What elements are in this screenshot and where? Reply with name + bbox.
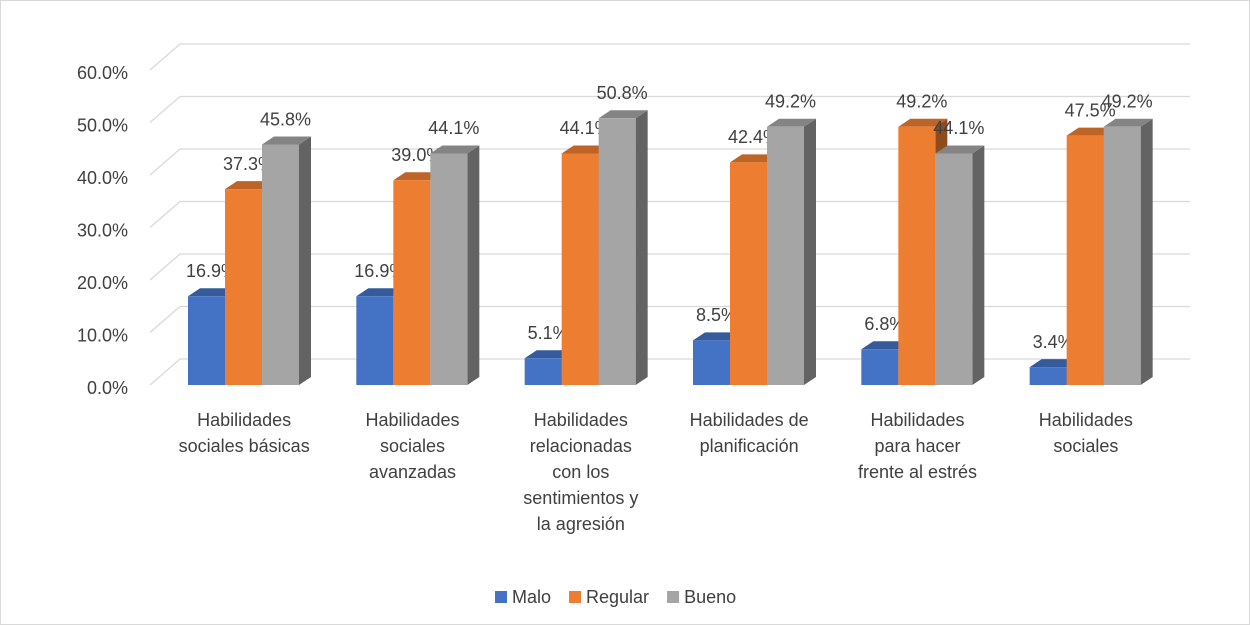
bar-face (188, 288, 237, 297)
bar-face (393, 172, 443, 181)
data-label: 44.1% (933, 118, 984, 138)
data-label: 49.2% (765, 91, 816, 111)
data-label: 8.5% (696, 305, 737, 325)
bar-face (561, 145, 611, 154)
bar-face (598, 118, 636, 386)
x-tick-label: Habilidades relacionadas con los sentimient… (523, 410, 638, 534)
bar-face (299, 136, 311, 385)
y-tick-label: 60.0% (77, 63, 128, 83)
data-label: 37.3% (223, 154, 274, 174)
data-label: 39.0% (391, 145, 442, 165)
y-tick-label: 40.0% (77, 168, 128, 188)
data-label: 6.8% (864, 314, 905, 334)
legend-label: Regular (586, 587, 649, 607)
bar-face (225, 181, 274, 190)
bar-face (767, 118, 816, 127)
data-label: 42.4% (728, 127, 779, 147)
data-label: 44.1% (560, 118, 611, 138)
bar-face (693, 332, 742, 341)
y-tick-label: 10.0% (77, 325, 128, 345)
grid-line (149, 253, 1190, 281)
grid-line (149, 95, 1190, 123)
legend-swatch (667, 591, 680, 603)
bar (767, 118, 816, 385)
bar-face (598, 110, 648, 119)
bar-face (861, 341, 911, 350)
bar-face (1103, 118, 1153, 127)
bar-face (693, 340, 730, 385)
data-label: 16.9% (186, 261, 237, 281)
data-label: 44.1% (428, 118, 479, 138)
bar-face (1066, 127, 1116, 136)
x-tick-label: Habilidades de planificación (690, 410, 809, 456)
bar (598, 110, 648, 386)
grid-line (149, 43, 1190, 71)
bar-face (804, 118, 816, 385)
bar-face (356, 288, 406, 297)
bar-face (861, 349, 899, 385)
data-label: 5.1% (528, 323, 569, 343)
bar-face (635, 110, 648, 386)
legend-label: Bueno (684, 587, 736, 607)
data-label: 3.4% (1033, 332, 1074, 352)
bar (430, 145, 480, 385)
bar-face (730, 162, 767, 385)
y-tick-label: 30.0% (77, 220, 128, 240)
data-label: 49.2% (1102, 91, 1153, 111)
bar-face (1103, 126, 1141, 385)
bar (262, 136, 311, 385)
bar-face (393, 180, 431, 385)
legend-swatch (569, 591, 582, 603)
bar-face (524, 358, 562, 385)
legend-swatch (495, 591, 507, 603)
x-tick-label: Habilidades para hacer frente al estrés (858, 410, 977, 482)
bar-face (262, 136, 311, 145)
bar-face (225, 189, 262, 385)
y-tick-label: 20.0% (77, 273, 128, 293)
bar-face (935, 145, 985, 154)
bar-face (972, 145, 985, 385)
bar-face (767, 126, 804, 385)
legend-label: Malo (512, 587, 551, 607)
bar-face (467, 145, 480, 385)
bar-face (188, 296, 225, 385)
data-label: 47.5% (1065, 100, 1116, 120)
bar-face (430, 145, 480, 154)
x-tick-label: Habilidades sociales avanzadas (365, 410, 459, 482)
data-label: 49.2% (896, 91, 947, 111)
bar-face (561, 153, 599, 385)
bar-face (262, 144, 299, 385)
data-label: 45.8% (260, 109, 311, 129)
grid-line (149, 358, 1190, 386)
grid-line (149, 305, 1190, 333)
grid-line (149, 200, 1190, 228)
grid-line (149, 148, 1190, 176)
bar-face (1029, 367, 1067, 385)
y-tick-label: 0.0% (87, 378, 128, 398)
data-label: 16.9% (354, 261, 405, 281)
bar-face (1066, 135, 1104, 385)
bar-face (356, 296, 394, 385)
data-label: 50.8% (597, 83, 648, 103)
x-tick-label: Habilidades sociales básicas (179, 410, 310, 456)
bar-face (898, 126, 936, 385)
bar-face (524, 350, 574, 359)
bar (935, 145, 985, 385)
bar (1103, 118, 1153, 385)
bar-face (898, 118, 948, 127)
bar-face (935, 153, 973, 385)
bar-face (1140, 118, 1153, 385)
bar-face (1029, 359, 1079, 368)
bar-face (430, 153, 468, 385)
y-tick-label: 50.0% (77, 115, 128, 135)
x-tick-label: Habilidades sociales (1039, 410, 1133, 456)
bar-face (730, 154, 779, 163)
